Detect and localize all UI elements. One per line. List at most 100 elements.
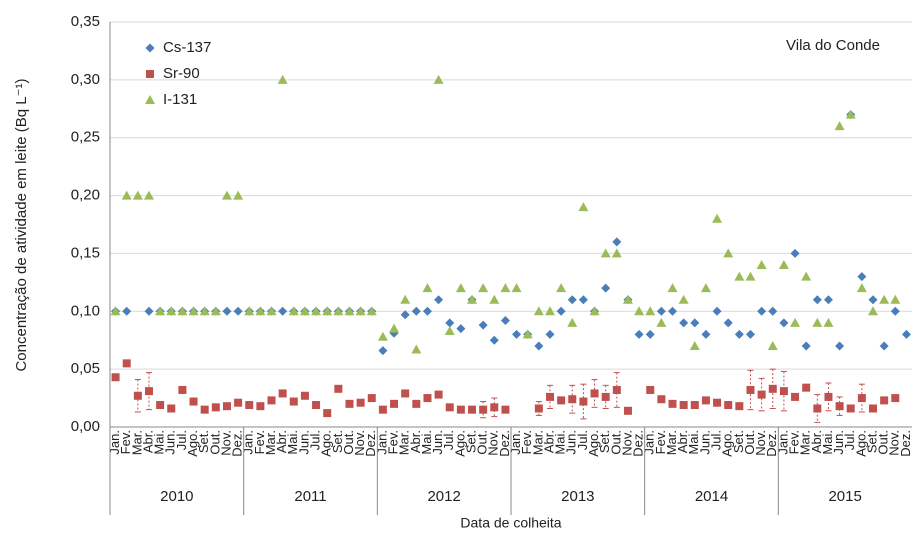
point — [155, 306, 166, 316]
point — [556, 283, 567, 293]
point — [522, 329, 533, 339]
point — [178, 385, 187, 394]
point — [245, 401, 254, 410]
point — [723, 318, 733, 328]
x-tick-label: Abr. — [140, 430, 155, 453]
point — [122, 359, 131, 368]
point — [333, 306, 344, 316]
point — [455, 283, 466, 293]
point — [278, 306, 288, 316]
x-tick-label: Ago. — [452, 430, 467, 457]
x-tick-label: Jun. — [697, 430, 712, 455]
y-axis-title: Concentração de atividade em leite (Bq L… — [13, 78, 30, 371]
point — [678, 294, 689, 304]
point — [735, 402, 744, 411]
point — [646, 385, 655, 394]
point — [334, 384, 343, 393]
x-tick-label: Ago. — [720, 430, 735, 457]
point — [590, 389, 599, 398]
point — [533, 306, 544, 316]
point — [868, 295, 878, 305]
point — [433, 74, 444, 84]
point — [189, 397, 198, 406]
point — [612, 237, 622, 247]
point — [656, 317, 667, 327]
point — [667, 283, 678, 293]
point — [690, 401, 699, 410]
point — [300, 391, 309, 400]
point — [289, 397, 298, 406]
group-label: 2012 — [427, 488, 460, 505]
point — [311, 306, 322, 316]
x-tick-label: Set. — [463, 430, 478, 453]
legend-label: Sr-90 — [163, 65, 200, 82]
point — [267, 396, 276, 405]
point — [879, 294, 890, 304]
point — [567, 295, 577, 305]
point — [823, 295, 833, 305]
point — [668, 306, 678, 316]
point — [713, 398, 722, 407]
point — [210, 306, 221, 316]
x-tick-label: Jul. — [174, 430, 189, 450]
point — [411, 344, 422, 354]
point — [857, 394, 866, 403]
x-tick-label: Jul. — [308, 430, 323, 450]
x-tick-label: Dez. — [497, 430, 512, 457]
point — [111, 373, 120, 382]
x-tick-label: Jan. — [374, 430, 389, 455]
x-tick-label: Abr. — [408, 430, 423, 453]
x-tick-label: Mar. — [263, 430, 278, 455]
point — [869, 404, 878, 413]
point — [144, 387, 153, 396]
point — [400, 294, 411, 304]
point — [144, 306, 154, 316]
x-tick-label: Jun. — [831, 430, 846, 455]
point — [768, 384, 777, 393]
x-tick-label: Dez. — [898, 430, 913, 457]
point — [746, 385, 755, 394]
point — [802, 383, 811, 392]
point — [701, 396, 710, 405]
x-tick-label: Mai. — [152, 430, 167, 455]
point — [835, 402, 844, 411]
point — [121, 190, 132, 200]
point — [367, 394, 376, 403]
x-tick-label: Jan. — [508, 430, 523, 455]
x-tick-label: Jun. — [163, 430, 178, 455]
point — [222, 402, 231, 411]
point — [757, 306, 767, 316]
point — [167, 404, 176, 413]
point — [768, 306, 778, 316]
point — [188, 306, 199, 316]
point — [234, 398, 243, 407]
point — [568, 395, 577, 404]
point — [801, 341, 811, 351]
x-tick-label: Mai. — [553, 430, 568, 455]
point — [723, 248, 734, 258]
point — [501, 405, 510, 414]
point — [478, 283, 489, 293]
point — [412, 399, 421, 408]
point — [600, 248, 611, 258]
point — [834, 121, 845, 131]
point — [277, 74, 288, 84]
point — [143, 190, 154, 200]
legend-label: Cs-137 — [163, 39, 211, 56]
point — [355, 306, 366, 316]
y-tick-label: 0,05 — [71, 360, 100, 377]
y-tick-label: 0,00 — [71, 418, 100, 435]
point — [177, 306, 188, 316]
point — [846, 404, 855, 413]
point — [790, 317, 801, 327]
x-tick-label: Jul. — [575, 430, 590, 450]
x-tick-label: Dez. — [363, 430, 378, 457]
point — [323, 409, 332, 418]
point — [456, 405, 465, 414]
point — [601, 283, 611, 293]
point — [745, 271, 756, 281]
point — [845, 109, 856, 119]
point — [366, 306, 377, 316]
point — [389, 323, 400, 333]
point — [544, 306, 555, 316]
